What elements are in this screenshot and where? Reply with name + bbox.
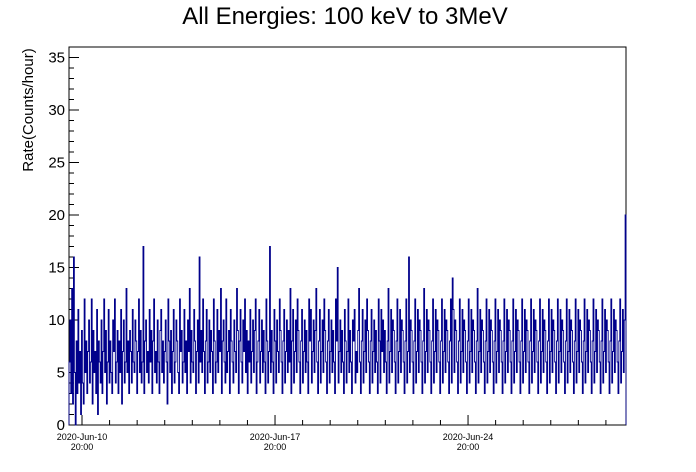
y-tick-label: 15 [48,260,65,277]
x-tick-label-date: 2020-Jun-10 [57,432,108,442]
x-tick-label-time: 20:00 [264,442,287,452]
y-tick-label: 10 [48,312,65,329]
histogram-line [68,214,627,426]
y-tick-label: 35 [48,50,65,67]
x-tick-label-time: 20:00 [71,442,94,452]
y-tick-label: 20 [48,207,65,224]
y-axis: 0 5 10 15 20 25 30 35 [48,46,79,434]
y-tick-label: 5 [57,365,65,382]
chart-title: All Energies: 100 keV to 3MeV [182,3,508,30]
x-tick-label-date: 2020-Jun-24 [443,432,494,442]
x-tick-label-date: 2020-Jun-17 [250,432,301,442]
y-tick-label: 0 [57,417,65,434]
histogram-series [68,214,627,426]
y-tick-label: 25 [48,155,65,172]
y-axis-label: Rate(Counts/hour) [20,48,37,171]
y-tick-label: 30 [48,102,65,119]
x-tick-label-time: 20:00 [457,442,480,452]
x-axis: 2020-Jun-1020:002020-Jun-1720:002020-Jun… [57,415,607,452]
